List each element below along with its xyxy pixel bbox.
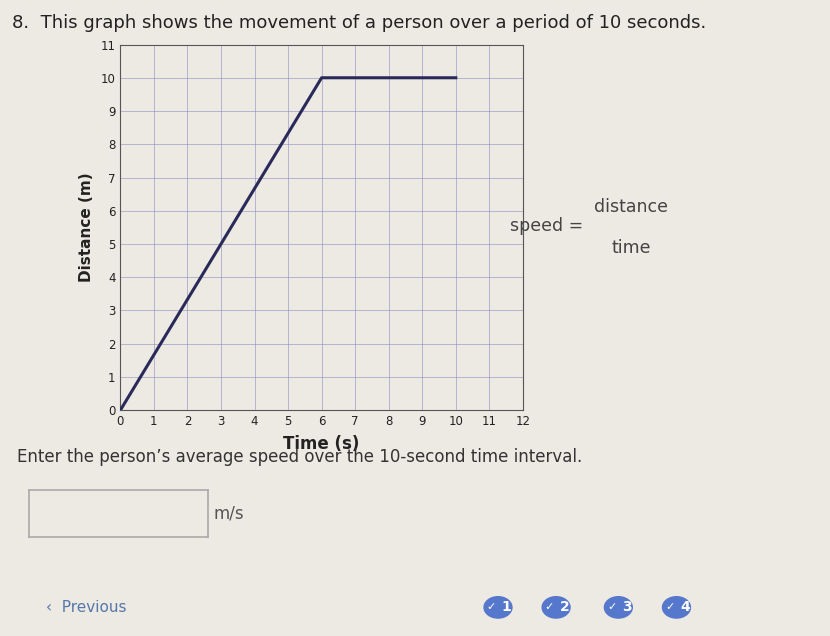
Text: ✓: ✓ <box>544 602 554 612</box>
Text: 2: 2 <box>559 600 569 614</box>
Text: time: time <box>611 239 651 257</box>
Text: 8.  This graph shows the movement of a person over a period of 10 seconds.: 8. This graph shows the movement of a pe… <box>12 14 706 32</box>
Text: Enter the person’s average speed over the 10-second time interval.: Enter the person’s average speed over th… <box>17 448 582 466</box>
Text: 4: 4 <box>680 600 690 614</box>
Text: ✓: ✓ <box>486 602 496 612</box>
Text: m/s: m/s <box>213 504 244 522</box>
Text: ✓: ✓ <box>665 602 675 612</box>
Text: ✓: ✓ <box>607 602 617 612</box>
Text: ‹  Previous: ‹ Previous <box>46 600 126 615</box>
Text: 1: 1 <box>501 600 511 614</box>
Text: 3: 3 <box>622 600 632 614</box>
Y-axis label: Distance (m): Distance (m) <box>79 172 94 282</box>
X-axis label: Time (s): Time (s) <box>283 435 360 453</box>
Text: speed =: speed = <box>510 217 589 235</box>
Text: distance: distance <box>593 198 668 216</box>
